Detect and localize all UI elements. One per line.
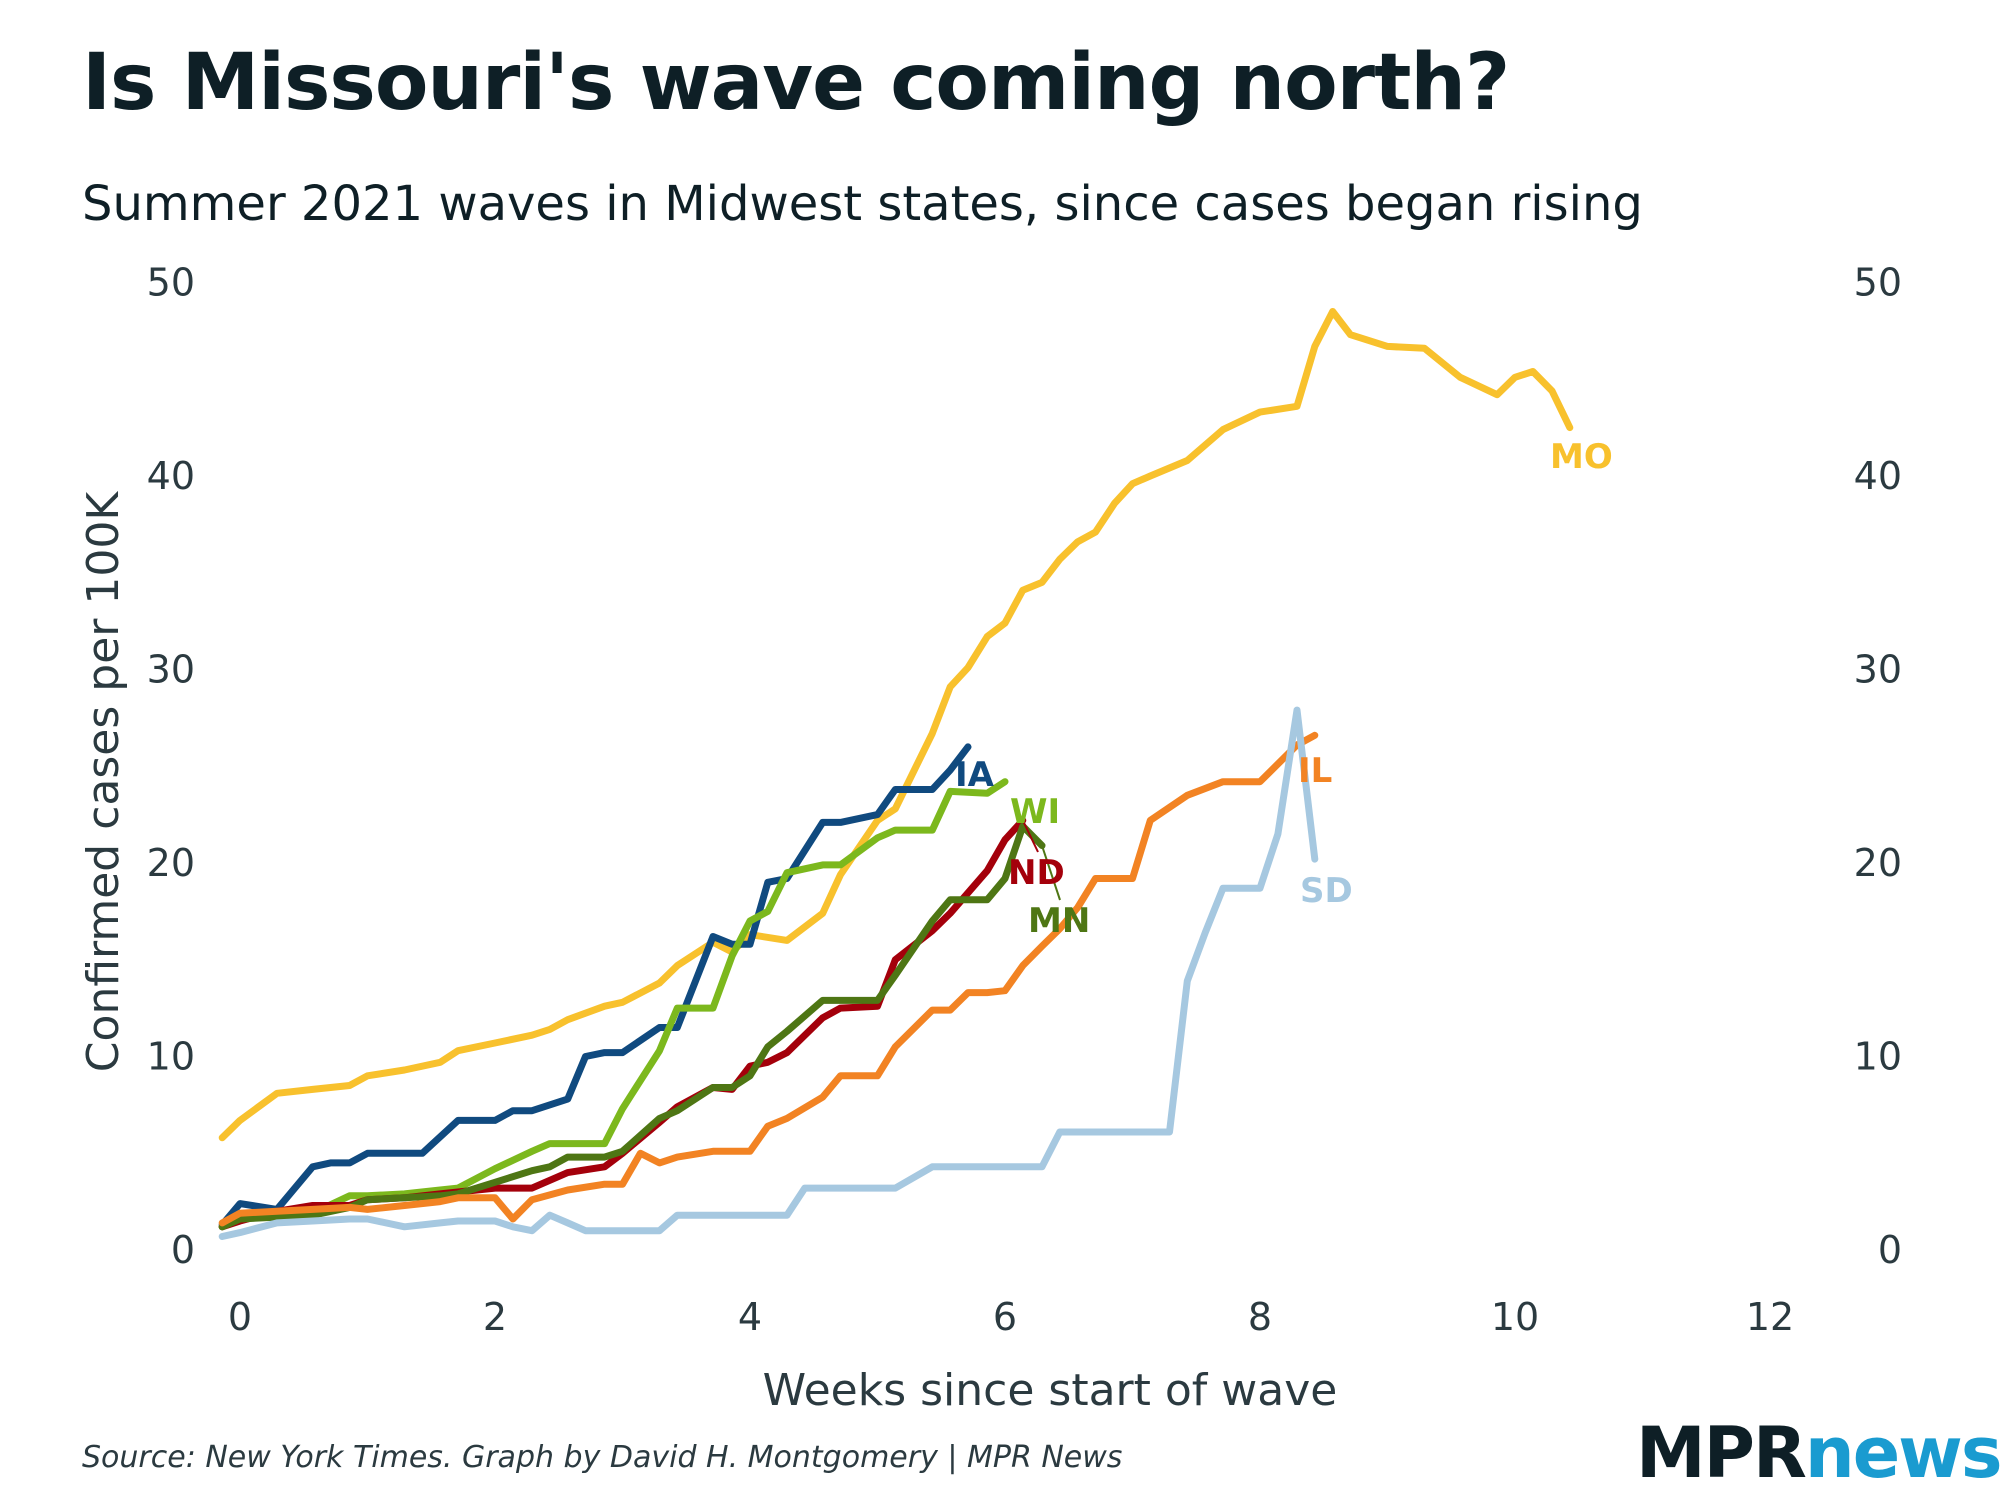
chart-title: Is Missouri's wave coming north? xyxy=(82,38,1510,128)
series-labels: MO IA WI ND MN IL SD xyxy=(955,437,1613,941)
y-tick-label: 40 xyxy=(147,454,195,498)
x-tick-label: 2 xyxy=(483,1295,507,1339)
series-label-mn: MN xyxy=(1028,901,1090,941)
series-line-mn xyxy=(218,822,1046,1231)
line-chart: 0 10 20 30 40 50 0 10 20 30 40 50 0 2 4 6 8 10 12 MO IA WI… xyxy=(78,261,1902,1417)
y-tick-label: 10 xyxy=(147,1035,195,1079)
y-tick-label: 30 xyxy=(147,648,195,692)
logo-mpr: MPR xyxy=(1636,1412,1807,1494)
source-note: Source: New York Times. Graph by David H… xyxy=(82,1440,1123,1475)
series-label-il: IL xyxy=(1298,751,1332,791)
y-axis-left: 0 10 20 30 40 50 xyxy=(147,261,195,1273)
series-line-sd xyxy=(218,706,1319,1240)
x-tick-label: 12 xyxy=(1746,1295,1794,1339)
series-label-nd: ND xyxy=(1008,853,1065,893)
y-tick-label-right: 10 xyxy=(1854,1035,1902,1079)
y-tick-label-right: 20 xyxy=(1854,841,1902,885)
series-lines xyxy=(218,308,1574,1240)
x-tick-label: 8 xyxy=(1248,1295,1272,1339)
x-axis-title: Weeks since start of wave xyxy=(763,1365,1338,1416)
y-tick-label-right: 40 xyxy=(1854,454,1902,498)
series-line-wi xyxy=(218,778,1009,1231)
x-tick-label: 6 xyxy=(993,1295,1017,1339)
leader-line-nd xyxy=(1021,819,1039,853)
y-tick-label-right: 0 xyxy=(1878,1228,1902,1272)
y-axis-title: Confirmed cases per 100K xyxy=(78,491,129,1073)
x-axis: 0 2 4 6 8 10 12 xyxy=(228,1295,1794,1339)
series-label-ia: IA xyxy=(955,755,995,795)
y-tick-label: 50 xyxy=(147,261,195,305)
x-tick-label: 4 xyxy=(738,1295,762,1339)
mpr-news-logo: MPRnews xyxy=(1636,1418,2000,1488)
series-label-mo: MO xyxy=(1550,437,1613,477)
series-line-mo xyxy=(218,308,1574,1142)
series-line-ia xyxy=(218,743,972,1229)
x-tick-label: 10 xyxy=(1491,1295,1539,1339)
series-label-sd: SD xyxy=(1300,871,1353,911)
logo-news: news xyxy=(1804,1412,2000,1494)
y-tick-label-right: 30 xyxy=(1854,648,1902,692)
leader-line-mn xyxy=(1041,845,1061,901)
chart-subtitle: Summer 2021 waves in Midwest states, sin… xyxy=(82,176,1643,232)
y-tick-label-right: 50 xyxy=(1854,261,1902,305)
series-line-il xyxy=(218,731,1319,1227)
y-axis-right: 0 10 20 30 40 50 xyxy=(1854,261,1902,1273)
x-tick-label: 0 xyxy=(228,1295,252,1339)
y-tick-label: 0 xyxy=(171,1228,195,1272)
series-label-wi: WI xyxy=(1010,792,1060,832)
y-tick-label: 20 xyxy=(147,841,195,885)
label-leader-lines xyxy=(1021,819,1061,901)
